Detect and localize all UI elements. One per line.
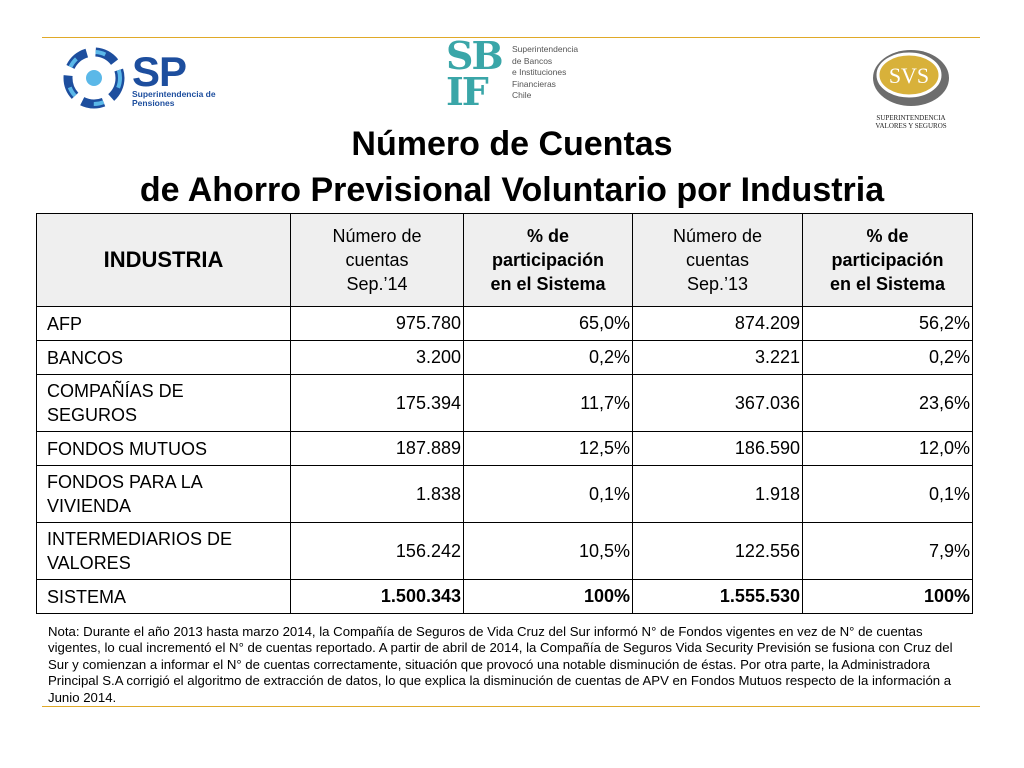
table-row: FONDOS PARA LA VIVIENDA 1.838 0,1% 1.918 … [36, 465, 973, 523]
page-title-line-2: de Ahorro Previsional Voluntario por Ind… [139, 171, 885, 209]
pct-sep14-cell: 65,0% [463, 306, 633, 341]
pct-sep14-cell: 12,5% [463, 431, 633, 466]
cuentas-sep14-cell: 187.889 [290, 431, 464, 466]
industria-cell: BANCOS [36, 340, 291, 375]
page-title-line-1: Número de Cuentas [351, 125, 673, 163]
pct-sep13-cell: 12,0% [802, 431, 973, 466]
cuentas-sep13-cell: 367.036 [632, 374, 803, 432]
pct-sep13-cell: 0,1% [802, 465, 973, 523]
svg-text:SVS: SVS [889, 63, 929, 88]
cuentas-sep14-cell: 3.200 [290, 340, 464, 375]
table-row: AFP 975.780 65,0% 874.209 56,2% [36, 306, 973, 341]
table-row: COMPAÑÍAS DE SEGUROS 175.394 11,7% 367.03… [36, 374, 973, 432]
pct-sep14-cell: 100% [463, 579, 633, 614]
bottom-divider [42, 706, 980, 707]
cuentas-sep13-cell: 122.556 [632, 522, 803, 580]
sbif-logo: SB IF Superintendencia de Bancos e Insti… [444, 37, 594, 120]
pct-sep13-cell: 7,9% [802, 522, 973, 580]
pct-sep13-cell: 0,2% [802, 340, 973, 375]
header-cuentas-sep14: Número de cuentas Sep.’14 [290, 213, 464, 307]
header-participacion-sep13: % de participación en el Sistema [802, 213, 973, 307]
industria-cell: FONDOS PARA LA VIVIENDA [36, 465, 291, 523]
pct-sep13-cell: 23,6% [802, 374, 973, 432]
cuentas-sep14-cell: 1.500.343 [290, 579, 464, 614]
sp-logo-subtitle: Superintendencia de Pensiones [132, 89, 216, 108]
sp-logo-text: SP [132, 48, 187, 95]
svs-logo-text: SUPERINTENDENCIA VALORES Y SEGUROS [875, 114, 947, 130]
table-row: FONDOS MUTUOS 187.889 12,5% 186.590 12,0… [36, 431, 973, 466]
industria-cell: COMPAÑÍAS DE SEGUROS [36, 374, 291, 432]
pct-sep13-cell: 56,2% [802, 306, 973, 341]
industria-cell: INTERMEDIARIOS DE VALORES [36, 522, 291, 580]
cuentas-sep13-cell: 3.221 [632, 340, 803, 375]
table-row: INTERMEDIARIOS DE VALORES 156.242 10,5% 1… [36, 522, 973, 580]
sp-emblem-icon [63, 47, 125, 109]
header-cuentas-sep13: Número de cuentas Sep.’13 [632, 213, 803, 307]
sbif-logo-text: Superintendencia de Bancos e Institucion… [512, 44, 579, 100]
sp-logo: SP Superintendencia de Pensiones [58, 44, 218, 112]
svs-emblem-icon: SVS [873, 50, 949, 106]
cuentas-sep13-cell: 874.209 [632, 306, 803, 341]
top-divider [42, 37, 980, 38]
apv-accounts-table: INDUSTRIA Número de cuentas Sep.’14 % de pa… [36, 213, 973, 614]
cuentas-sep13-cell: 1.555.530 [632, 579, 803, 614]
industria-cell: FONDOS MUTUOS [36, 431, 291, 466]
sbif-logo-letters: SB IF [446, 33, 504, 114]
header-participacion-sep14: % de participación en el Sistema [463, 213, 633, 307]
pct-sep14-cell: 11,7% [463, 374, 633, 432]
cuentas-sep14-cell: 156.242 [290, 522, 464, 580]
cuentas-sep14-cell: 175.394 [290, 374, 464, 432]
industria-cell: AFP [36, 306, 291, 341]
pct-sep14-cell: 0,1% [463, 465, 633, 523]
cuentas-sep13-cell: 1.918 [632, 465, 803, 523]
industria-cell: SISTEMA [36, 579, 291, 614]
table-header-row: INDUSTRIA Número de cuentas Sep.’14 % de pa… [36, 213, 973, 307]
header-industria: INDUSTRIA [36, 213, 291, 307]
pct-sep13-cell: 100% [802, 579, 973, 614]
cuentas-sep14-cell: 975.780 [290, 306, 464, 341]
svs-logo: SVS SUPERINTENDENCIA VALORES Y SEGUROS [866, 44, 956, 132]
cuentas-sep14-cell: 1.838 [290, 465, 464, 523]
table-row: BANCOS 3.200 0,2% 3.221 0,2% [36, 340, 973, 375]
cuentas-sep13-cell: 186.590 [632, 431, 803, 466]
pct-sep14-cell: 0,2% [463, 340, 633, 375]
table-total-row: SISTEMA 1.500.343 100% 1.555.530 100% [36, 579, 973, 614]
pct-sep14-cell: 10,5% [463, 522, 633, 580]
footnote: Nota: Durante el año 2013 hasta marzo 20… [48, 624, 953, 705]
